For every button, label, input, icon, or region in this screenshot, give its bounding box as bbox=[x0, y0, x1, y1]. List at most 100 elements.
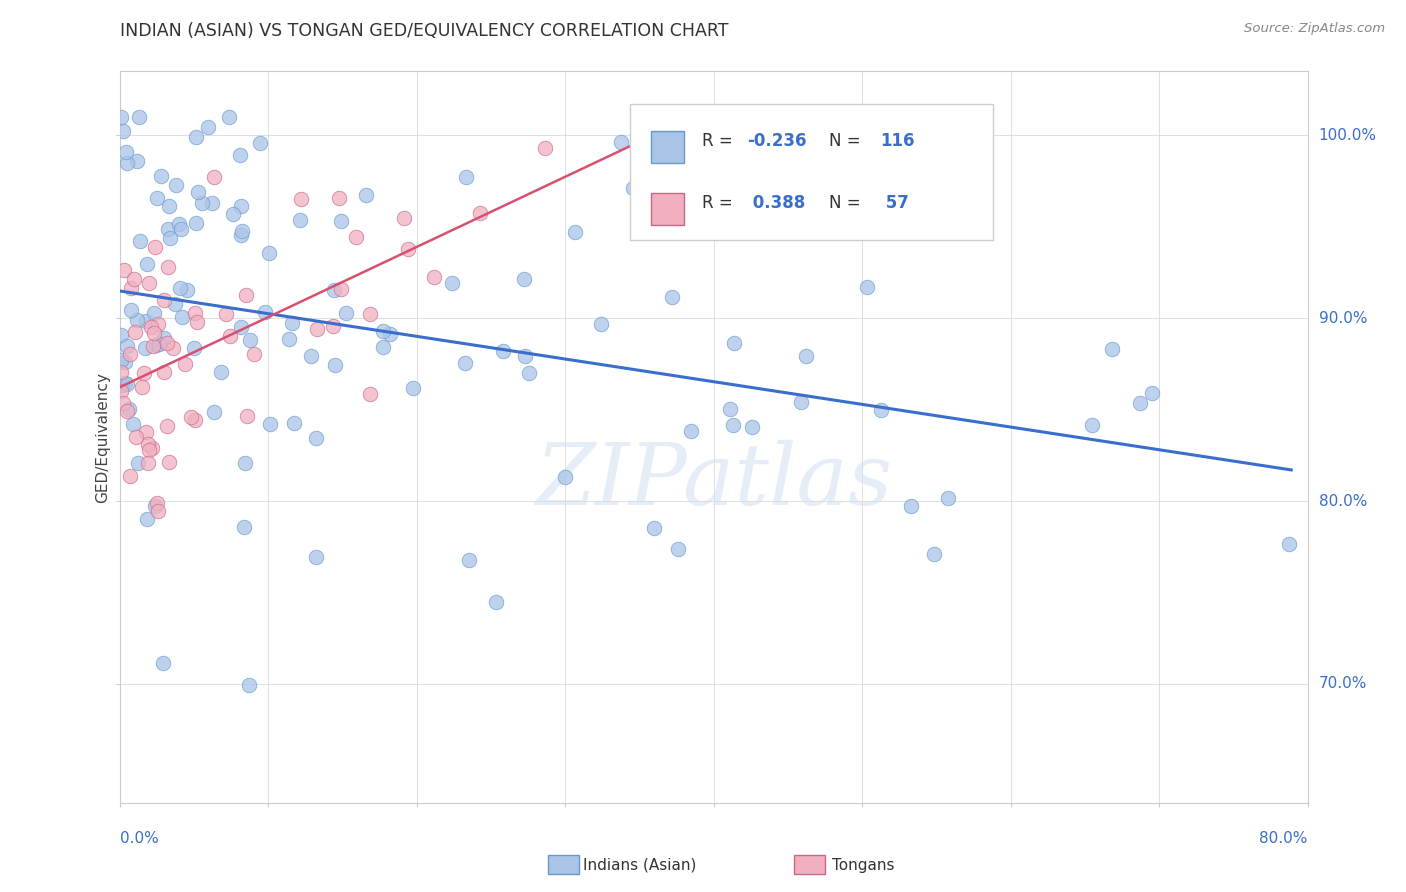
Point bbox=[392, 211, 415, 225]
Point bbox=[211, 365, 233, 379]
Point bbox=[621, 181, 644, 195]
Point bbox=[790, 394, 813, 409]
Point bbox=[457, 553, 479, 567]
Point bbox=[148, 336, 170, 351]
Point bbox=[402, 381, 425, 395]
Point bbox=[118, 347, 141, 361]
Point bbox=[666, 541, 689, 556]
Point bbox=[305, 549, 328, 564]
Text: R =: R = bbox=[702, 194, 738, 212]
Point bbox=[564, 225, 586, 239]
Point bbox=[554, 470, 576, 484]
Point bbox=[233, 520, 256, 534]
Point bbox=[127, 313, 149, 327]
Point bbox=[125, 430, 148, 444]
Text: Tongans: Tongans bbox=[832, 858, 894, 872]
Point bbox=[441, 277, 464, 291]
Point bbox=[329, 282, 352, 296]
Point bbox=[155, 419, 177, 434]
Point bbox=[118, 401, 141, 416]
Point bbox=[723, 418, 745, 433]
Point bbox=[322, 283, 344, 297]
Point bbox=[468, 205, 491, 219]
Point bbox=[870, 402, 893, 417]
Text: 80.0%: 80.0% bbox=[1260, 830, 1308, 846]
Point bbox=[128, 110, 150, 124]
Point bbox=[114, 263, 136, 277]
Text: 100.0%: 100.0% bbox=[1319, 128, 1376, 143]
Point bbox=[136, 456, 159, 470]
Point bbox=[157, 455, 180, 469]
Point bbox=[534, 141, 557, 155]
Point bbox=[135, 512, 157, 526]
Point bbox=[492, 343, 515, 358]
Point bbox=[253, 305, 276, 319]
Point bbox=[146, 191, 169, 205]
Point bbox=[110, 327, 132, 342]
Point bbox=[148, 504, 170, 518]
Point bbox=[330, 214, 353, 228]
Text: 0.0%: 0.0% bbox=[120, 830, 159, 846]
Text: INDIAN (ASIAN) VS TONGAN GED/EQUIVALENCY CORRELATION CHART: INDIAN (ASIAN) VS TONGAN GED/EQUIVALENCY… bbox=[120, 22, 728, 40]
Point bbox=[359, 307, 381, 321]
Point bbox=[163, 297, 186, 311]
Point bbox=[371, 339, 394, 353]
Point bbox=[138, 276, 160, 290]
Point bbox=[145, 338, 167, 352]
Point bbox=[153, 293, 176, 308]
Point bbox=[111, 396, 134, 410]
Point bbox=[231, 224, 253, 238]
FancyBboxPatch shape bbox=[651, 194, 683, 225]
Point bbox=[167, 217, 190, 231]
Point bbox=[142, 326, 165, 340]
Point bbox=[1129, 396, 1152, 410]
Point bbox=[1081, 417, 1104, 432]
Point bbox=[322, 319, 344, 334]
Point bbox=[127, 457, 149, 471]
Point bbox=[139, 320, 162, 334]
Point bbox=[127, 153, 149, 168]
Point bbox=[922, 547, 945, 561]
Point bbox=[186, 216, 208, 230]
Point bbox=[157, 260, 180, 274]
Point bbox=[519, 366, 541, 380]
Point bbox=[243, 346, 266, 360]
Point bbox=[328, 191, 350, 205]
Point bbox=[305, 322, 328, 336]
Point bbox=[936, 491, 959, 506]
Point bbox=[135, 314, 157, 328]
Point bbox=[278, 332, 301, 346]
Y-axis label: GED/Equivalency: GED/Equivalency bbox=[94, 372, 110, 502]
FancyBboxPatch shape bbox=[651, 131, 683, 163]
Point bbox=[169, 280, 191, 294]
Point bbox=[229, 320, 252, 334]
Point bbox=[235, 288, 257, 302]
Point bbox=[141, 339, 163, 353]
Point bbox=[191, 195, 214, 210]
Point bbox=[156, 222, 179, 236]
Point bbox=[131, 379, 153, 393]
Point bbox=[173, 358, 195, 372]
Point bbox=[117, 404, 139, 418]
Text: Source: ZipAtlas.com: Source: ZipAtlas.com bbox=[1244, 22, 1385, 36]
Point bbox=[149, 169, 172, 183]
Point bbox=[172, 310, 194, 324]
Point bbox=[259, 417, 281, 432]
Point bbox=[110, 365, 132, 379]
Point bbox=[643, 521, 665, 535]
Text: 70.0%: 70.0% bbox=[1319, 676, 1367, 691]
Point bbox=[231, 228, 253, 243]
Point bbox=[186, 130, 208, 145]
Point bbox=[152, 656, 174, 670]
Point bbox=[718, 401, 741, 416]
Point bbox=[197, 120, 219, 134]
Point bbox=[201, 196, 224, 211]
Point bbox=[143, 499, 166, 513]
Point bbox=[485, 595, 508, 609]
Point bbox=[115, 156, 138, 170]
Point bbox=[356, 187, 378, 202]
Point bbox=[118, 468, 141, 483]
Point bbox=[513, 349, 536, 363]
Point bbox=[900, 499, 922, 513]
Point bbox=[146, 317, 169, 331]
